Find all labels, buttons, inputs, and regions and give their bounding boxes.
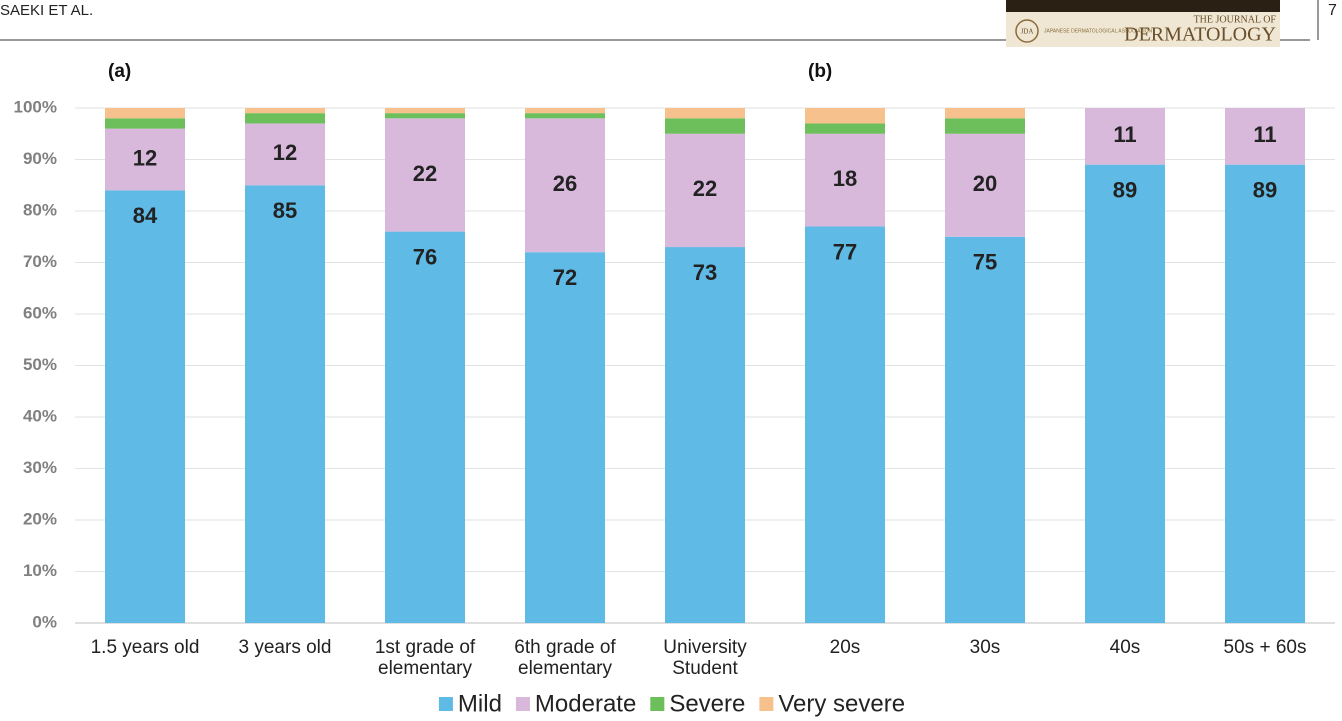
x-tick-label: 6th grade of elementary [514, 637, 616, 679]
journal-line1: THE JOURNAL OF [1194, 14, 1277, 25]
bar-segment [805, 226, 885, 623]
legend-swatch [438, 697, 453, 711]
y-tick-label: 50% [23, 355, 57, 374]
bar-segment [105, 128, 185, 191]
running-head: SAEKI ET AL. [0, 2, 93, 19]
data-label: 73 [693, 260, 717, 285]
bar-segment [805, 108, 885, 124]
bar-segment [665, 247, 745, 624]
x-tick-label: 3 years old [239, 637, 332, 658]
y-tick-label: 100% [14, 97, 57, 116]
bar-segment [385, 118, 465, 232]
y-tick-label: 60% [23, 303, 57, 322]
y-tick-label: 90% [23, 149, 57, 168]
bar-segment [385, 231, 465, 623]
bar-segment [245, 123, 325, 186]
bar-segment [665, 118, 745, 134]
bar-segment [525, 252, 605, 623]
y-tick-label: 70% [23, 252, 57, 271]
bar-segment [245, 108, 325, 114]
data-label: 18 [833, 166, 857, 191]
y-tick-label: 40% [23, 406, 57, 425]
x-tick-label: 40s [1110, 637, 1141, 658]
data-label: 20 [973, 171, 997, 196]
legend-swatch [650, 697, 665, 711]
legend-label: Very severe [778, 690, 905, 717]
x-tick-label: 20s [830, 637, 861, 658]
bar-segment [1225, 108, 1305, 165]
bar-segment [945, 118, 1025, 134]
logo-band [1006, 0, 1280, 12]
bar-segment [1225, 164, 1305, 623]
page-number: 7 [1328, 2, 1337, 19]
bar-segment [245, 185, 325, 623]
x-tick-label: University Student [663, 637, 747, 679]
data-label: 75 [973, 250, 997, 275]
bar-segment [665, 133, 745, 248]
bar-segment [665, 108, 745, 119]
legend-swatch [515, 697, 530, 711]
bar-segment [945, 133, 1025, 237]
bar-segment [105, 108, 185, 119]
data-label: 12 [133, 145, 157, 170]
data-label: 76 [413, 244, 437, 269]
society-name: JAPANESE DERMATOLOGICAL ASSOCIATION [1044, 28, 1152, 34]
x-tick-label: 1.5 years old [91, 637, 200, 658]
data-label: 22 [413, 161, 437, 186]
data-label: 72 [553, 265, 577, 290]
bar-segment [525, 113, 605, 119]
journal-line2: DERMATOLOGY [1124, 24, 1276, 46]
legend-label: Severe [669, 690, 745, 717]
bar-segment [805, 123, 885, 134]
legend-swatch [759, 697, 774, 711]
y-tick-label: 10% [23, 561, 57, 580]
data-label: 84 [133, 203, 158, 228]
panel-label: (a) [108, 61, 131, 82]
data-label: 77 [833, 239, 857, 264]
panel-label: (b) [808, 61, 832, 82]
bar-segment [105, 190, 185, 623]
y-tick-label: 30% [23, 458, 57, 477]
data-label: 26 [553, 171, 577, 196]
logo-mark: JDA [1021, 28, 1034, 36]
bar-segment [1085, 108, 1165, 165]
legend-label: Mild [458, 690, 502, 717]
bar-segment [525, 118, 605, 253]
data-label: 11 [1253, 122, 1276, 147]
bar-segment [1085, 164, 1165, 623]
x-tick-label: 1st grade of elementary [375, 637, 476, 679]
data-label: 12 [273, 140, 297, 165]
y-tick-label: 80% [23, 200, 57, 219]
bar-segment [525, 108, 605, 114]
bar-segment [245, 113, 325, 124]
bar-segment [385, 113, 465, 119]
journal-logo: JDA JAPANESE DERMATOLOGICAL ASSOCIATION … [1006, 0, 1280, 47]
bar-segment [385, 108, 465, 114]
data-label: 85 [273, 198, 297, 223]
y-tick-label: 20% [23, 509, 57, 528]
bar-segment [945, 236, 1025, 623]
data-label: 22 [693, 176, 717, 201]
y-tick-label: 0% [32, 612, 57, 631]
bar-segment [105, 118, 185, 129]
x-tick-label: 30s [970, 637, 1001, 658]
x-tick-label: 50s + 60s [1224, 637, 1307, 658]
logo-seal [1015, 19, 1039, 43]
data-label: 89 [1253, 177, 1277, 202]
data-label: 11 [1113, 122, 1136, 147]
legend-label: Moderate [535, 690, 636, 717]
bar-segment [805, 133, 885, 227]
bar-segment [945, 108, 1025, 119]
data-label: 89 [1113, 177, 1137, 202]
